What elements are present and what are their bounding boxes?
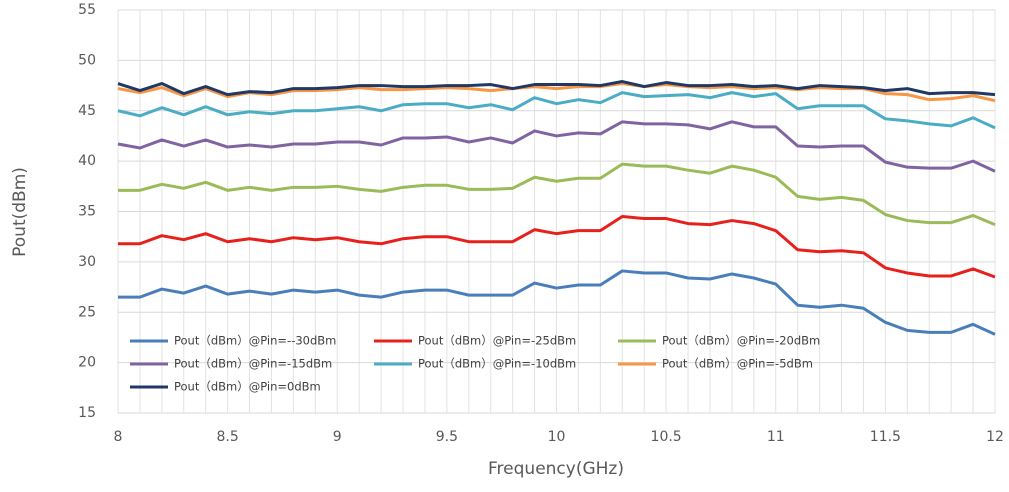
legend-label: Pout（dBm）@Pin=-15dBm bbox=[174, 357, 332, 371]
x-tick-label: 11 bbox=[767, 429, 785, 445]
y-tick-label: 50 bbox=[78, 52, 96, 68]
x-tick-label: 9.5 bbox=[436, 429, 458, 445]
y-tick-label: 55 bbox=[78, 2, 96, 18]
x-tick-label: 8 bbox=[114, 429, 123, 445]
legend-label: Pout（dBm）@Pin=--30dBm bbox=[174, 334, 336, 348]
series-line bbox=[117, 80, 996, 97]
y-tick-label: 25 bbox=[78, 304, 96, 320]
y-tick-label: 20 bbox=[78, 355, 96, 371]
x-tick-label: 10 bbox=[548, 429, 566, 445]
x-tick-label: 11.5 bbox=[870, 429, 901, 445]
y-tick-label: 15 bbox=[78, 405, 96, 421]
series-line bbox=[117, 120, 996, 173]
y-tick-label: 30 bbox=[78, 254, 96, 270]
x-tick-label: 12 bbox=[986, 429, 1004, 445]
legend-label: Pout（dBm）@Pin=-20dBm bbox=[662, 334, 820, 348]
series-line bbox=[117, 91, 996, 130]
series-line bbox=[118, 269, 996, 336]
series-line bbox=[118, 215, 996, 279]
x-tick-label: 9 bbox=[333, 429, 342, 445]
y-tick-label: 35 bbox=[78, 204, 96, 220]
legend-label: Pout（dBm）@Pin=-10dBm bbox=[418, 357, 576, 371]
legend-label: Pout（dBm）@Pin=0dBm bbox=[174, 380, 321, 394]
y-axis-label: Pout(dBm) bbox=[10, 167, 30, 257]
series-line bbox=[117, 82, 996, 103]
x-axis-label: Frequency(GHz) bbox=[488, 459, 624, 479]
y-tick-label: 45 bbox=[78, 103, 96, 119]
y-tick-label: 40 bbox=[78, 153, 96, 169]
x-tick-label: 8.5 bbox=[216, 429, 238, 445]
legend-label: Pout（dBm）@Pin=-5dBm bbox=[662, 357, 813, 371]
series-line bbox=[118, 162, 996, 226]
x-tick-label: 10.5 bbox=[651, 429, 682, 445]
legend-label: Pout（dBm）@Pin=-25dBm bbox=[418, 334, 576, 348]
